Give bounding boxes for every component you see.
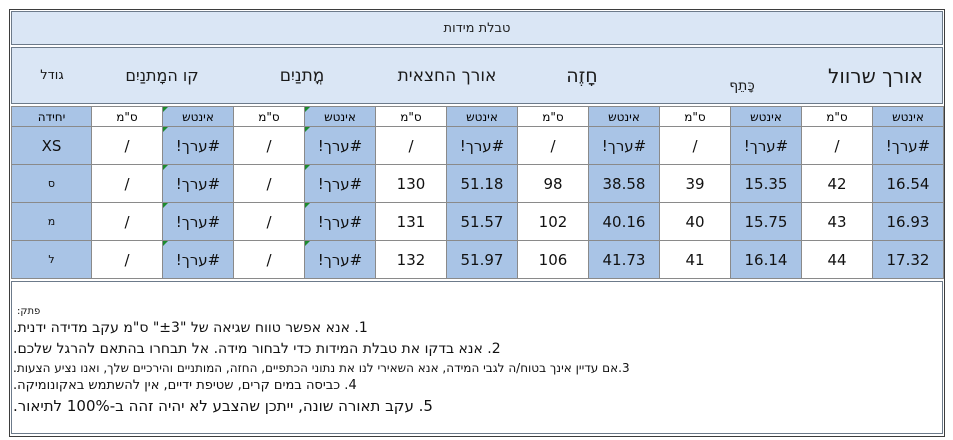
cell-length-inch: 51.97: [446, 240, 518, 279]
table-row: 16.54 42 15.35 39 38.58 98 51.18 130 #ער…: [11, 164, 944, 203]
cell-hips-cm: /: [91, 164, 163, 203]
cell-waist-inch: #ערך!: [304, 126, 376, 165]
note-2: 2. אנא בדקו את טבלת המידות כדי לבחור מיד…: [13, 341, 501, 357]
cell-shoulder-cm: 41: [659, 240, 731, 279]
note-3: 3.אם עדיין אינך בטוח/ה לגבי המידה, אנא ה…: [13, 361, 630, 375]
cell-sleeve-cm: 44: [801, 240, 873, 279]
unit-cm: ס"מ: [517, 106, 589, 127]
cell-shoulder-inch: 16.14: [730, 240, 802, 279]
unit-inch: אינטש: [730, 106, 802, 127]
cell-chest-cm: 106: [517, 240, 589, 279]
cell-chest-cm: /: [517, 126, 589, 165]
size-chart-frame: [9, 9, 945, 437]
cell-hips-cm: /: [91, 240, 163, 279]
cell-waist-inch: #ערך!: [304, 240, 376, 279]
cell-sleeve-inch: #ערך!: [872, 126, 944, 165]
cell-waist-inch: #ערך!: [304, 164, 376, 203]
cell-hips-inch: #ערך!: [162, 240, 234, 279]
cell-waist-cm: /: [233, 126, 305, 165]
unit-inch: אינטש: [446, 106, 518, 127]
cell-chest-inch: 40.16: [588, 202, 660, 241]
header-sleeve-length: אורך שרוול: [828, 63, 923, 88]
cell-sleeve-inch: 17.32: [872, 240, 944, 279]
header-shoulder: כָּתֵף: [729, 77, 755, 94]
cell-length-cm: 132: [375, 240, 447, 279]
cell-length-cm: 130: [375, 164, 447, 203]
cell-sleeve-inch: 16.54: [872, 164, 944, 203]
unit-inch: אינטש: [162, 106, 234, 127]
header-waist: מֳתנַיִם: [279, 65, 325, 86]
cell-size: ס: [11, 164, 92, 203]
cell-length-inch: 51.57: [446, 202, 518, 241]
note-4: 4. כביסה במים קרים, שטיפת ידיים, אין להש…: [13, 378, 357, 393]
notes-label: פתק:: [17, 306, 41, 317]
header-chest: חָזֶה: [566, 64, 598, 87]
cell-length-cm: 131: [375, 202, 447, 241]
cell-size: מ: [11, 202, 92, 241]
chart-title: טבלת מידות: [11, 11, 943, 45]
cell-waist-cm: /: [233, 164, 305, 203]
cell-shoulder-cm: 40: [659, 202, 731, 241]
cell-shoulder-inch: #ערך!: [730, 126, 802, 165]
unit-cm: ס"מ: [801, 106, 873, 127]
unit-cm: ס"מ: [375, 106, 447, 127]
cell-hips-inch: #ערך!: [162, 202, 234, 241]
cell-length-cm: /: [375, 126, 447, 165]
unit-cm: ס"מ: [91, 106, 163, 127]
header-size: גודל: [40, 68, 64, 83]
cell-sleeve-cm: 43: [801, 202, 873, 241]
unit-inch: אינטש: [872, 106, 944, 127]
cell-hips-cm: /: [91, 126, 163, 165]
cell-waist-inch: #ערך!: [304, 202, 376, 241]
cell-chest-cm: 98: [517, 164, 589, 203]
notes-box: פתק: 1. אנא אפשר טווח שגיאה של "±3" ס"מ …: [11, 281, 943, 434]
cell-sleeve-cm: 42: [801, 164, 873, 203]
note-1: 1. אנא אפשר טווח שגיאה של "±3" ס"מ עקב מ…: [13, 320, 368, 336]
table-row: 17.32 44 16.14 41 41.73 106 51.97 132 #ע…: [11, 240, 944, 279]
cell-hips-inch: #ערך!: [162, 164, 234, 203]
cell-shoulder-inch: 15.35: [730, 164, 802, 203]
unit-inch: אינטש: [304, 106, 376, 127]
cell-size: ל: [11, 240, 92, 279]
cell-shoulder-inch: 15.75: [730, 202, 802, 241]
unit-inch: אינטש: [588, 106, 660, 127]
note-5: 5. עקב תאורה שונה, ייתכן שהצבע לא יהיה ז…: [13, 397, 433, 415]
cell-chest-cm: 102: [517, 202, 589, 241]
unit-size: יחידה: [11, 106, 92, 127]
header-length: אורך החצאית: [397, 65, 497, 86]
cell-hips-inch: #ערך!: [162, 126, 234, 165]
units-row: אינטש ס"מ אינטש ס"מ אינטש ס"מ אינטש ס"מ …: [11, 106, 944, 127]
cell-shoulder-cm: /: [659, 126, 731, 165]
column-headers: אורך שרוול כָּתֵף חָזֶה אורך החצאית מֳתנ…: [11, 47, 943, 104]
cell-size: XS: [11, 126, 92, 165]
unit-cm: ס"מ: [659, 106, 731, 127]
cell-waist-cm: /: [233, 202, 305, 241]
cell-sleeve-inch: 16.93: [872, 202, 944, 241]
cell-chest-inch: 38.58: [588, 164, 660, 203]
cell-sleeve-cm: /: [801, 126, 873, 165]
cell-chest-inch: #ערך!: [588, 126, 660, 165]
cell-length-inch: #ערך!: [446, 126, 518, 165]
cell-hips-cm: /: [91, 202, 163, 241]
size-table: אינטש ס"מ אינטש ס"מ אינטש ס"מ אינטש ס"מ …: [11, 106, 944, 279]
cell-shoulder-cm: 39: [659, 164, 731, 203]
unit-cm: ס"מ: [233, 106, 305, 127]
table-row: #ערך! / #ערך! / #ערך! / #ערך! / #ערך! / …: [11, 126, 944, 165]
cell-chest-inch: 41.73: [588, 240, 660, 279]
table-row: 16.93 43 15.75 40 40.16 102 51.57 131 #ע…: [11, 202, 944, 241]
cell-length-inch: 51.18: [446, 164, 518, 203]
header-hips: קו המָתנַיִם: [125, 66, 199, 85]
cell-waist-cm: /: [233, 240, 305, 279]
